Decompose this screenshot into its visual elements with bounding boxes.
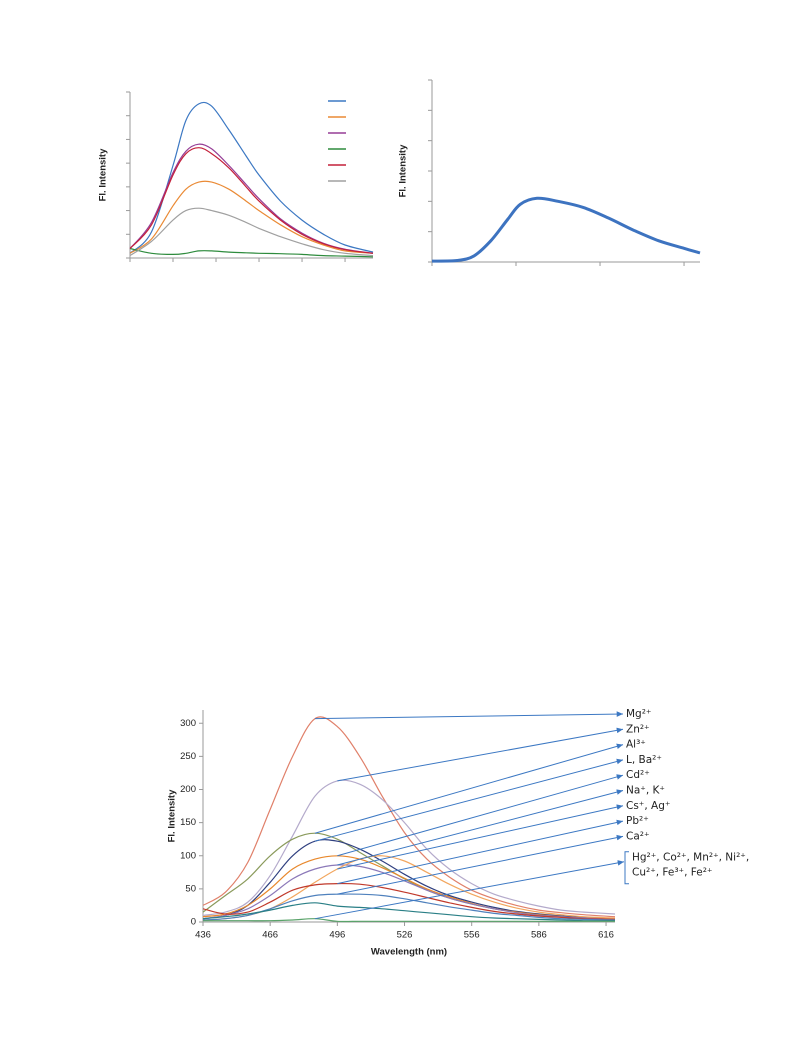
annotation-arrow [337, 834, 624, 895]
annotation-label: Hg²⁺, Co²⁺, Mn²⁺, Ni²⁺, [632, 852, 749, 864]
annotation-label: Cd²⁺ [626, 769, 650, 781]
spectrum-line [202, 902, 616, 922]
annotation-arrow [337, 727, 624, 782]
annotation-label: Cu²⁺, Fe³⁺, Fe²⁺ [632, 867, 712, 879]
annotation-label: Mg²⁺ [626, 708, 651, 720]
spectrum-line [202, 855, 616, 920]
y-tick-label: 250 [180, 751, 196, 762]
x-tick-label: 466 [262, 930, 278, 941]
annotation-label: Cs⁺, Ag⁺ [626, 800, 670, 812]
annotation-label: Zn²⁺ [626, 723, 650, 735]
spectrum-line [202, 716, 616, 918]
bracket [624, 851, 629, 885]
y-tick-label: 200 [180, 784, 196, 795]
y-tick-label: 0 [191, 917, 196, 928]
y-tick-label: 50 [185, 883, 196, 894]
y-tick-label: 150 [180, 817, 196, 828]
spectrum-line [129, 101, 374, 254]
spectrum-line [202, 882, 616, 920]
spectrum-line [129, 180, 374, 254]
x-tick-label: 526 [397, 930, 413, 941]
annotation-arrow [337, 774, 624, 857]
x-tick-label: 616 [598, 930, 614, 941]
annotation-arrow [314, 860, 625, 920]
annotation-label: L, Ba²⁺ [626, 754, 662, 766]
spectrum-line [202, 839, 616, 920]
annotation-arrow [314, 743, 624, 834]
spectrum-line [129, 247, 374, 258]
y-tick-label: 100 [180, 850, 196, 861]
y-tick-label: 300 [180, 718, 196, 729]
spectrum-line [129, 207, 374, 257]
spectrum-line [129, 147, 374, 254]
x-axis-title: Wavelength (nm) [371, 947, 447, 958]
annotation-label: Na⁺, K⁺ [626, 785, 665, 797]
x-tick-label: 496 [329, 930, 345, 941]
annotation-label: Pb²⁺ [626, 815, 649, 827]
spectrum-line [431, 196, 701, 263]
x-tick-label: 586 [531, 930, 547, 941]
spectrum-line [202, 893, 616, 921]
x-tick-label: 436 [195, 930, 211, 941]
annotation-label: Al³⁺ [626, 739, 646, 751]
x-tick-label: 556 [464, 930, 480, 941]
annotation-arrow [337, 804, 624, 870]
y-axis-title: Fl. Intensity [167, 789, 178, 843]
spectrum-line [202, 779, 616, 916]
annotation-arrow [314, 758, 624, 842]
y-axis-title: Fl. Intensity [398, 144, 409, 198]
y-axis-title: Fl. Intensity [98, 148, 109, 202]
annotation-label: Ca²⁺ [626, 830, 650, 842]
annotation-arrow [314, 711, 624, 720]
spectrum-line [203, 918, 615, 923]
annotation-arrow [337, 819, 624, 885]
annotation-arrow [337, 789, 624, 866]
